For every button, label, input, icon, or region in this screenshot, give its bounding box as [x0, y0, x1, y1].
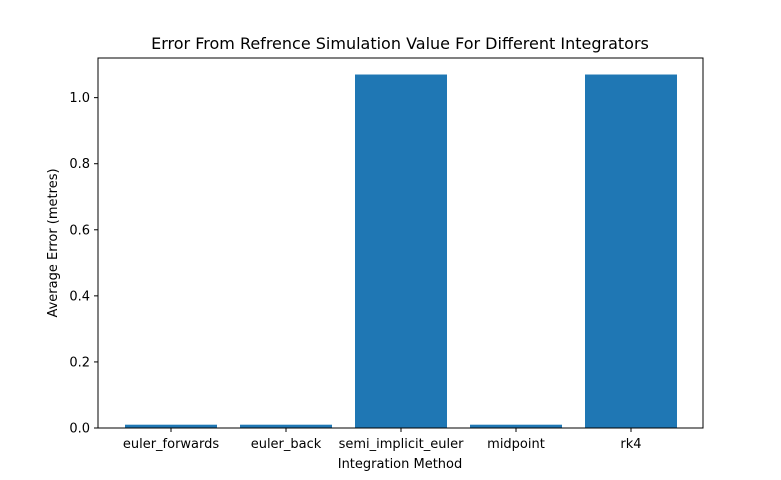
x-tick-label: euler_forwards	[123, 437, 220, 452]
x-tick-label: euler_back	[251, 437, 322, 452]
x-tick-label: semi_implicit_euler	[339, 437, 465, 452]
bar-midpoint	[470, 424, 562, 428]
plot-frame	[97, 57, 704, 429]
y-tick-label: 1.0	[69, 91, 90, 106]
bar-semi-implicit-euler	[355, 74, 447, 429]
bars-group	[125, 74, 677, 429]
x-axis: euler_forwards euler_back semi_implicit_eu…	[123, 428, 642, 452]
y-axis-label: Average Error (metres)	[46, 168, 61, 317]
y-tick-label: 0.4	[69, 289, 90, 304]
y-axis: 0.0 0.2 0.4 0.6 0.8 1.0	[69, 91, 98, 437]
bar-euler-back	[240, 424, 332, 428]
x-axis-label: Integration Method	[338, 457, 463, 472]
y-tick-label: 0.2	[69, 355, 90, 370]
y-tick-label: 0.8	[69, 157, 90, 172]
x-tick-label: rk4	[620, 437, 641, 452]
y-tick-label: 0.0	[69, 422, 90, 437]
chart-title: Error From Refrence Simulation Value For…	[151, 34, 649, 53]
bar-euler-forwards	[125, 424, 217, 428]
bar-rk4	[585, 74, 677, 429]
y-tick-label: 0.6	[69, 223, 90, 238]
x-tick-label: midpoint	[487, 437, 545, 452]
